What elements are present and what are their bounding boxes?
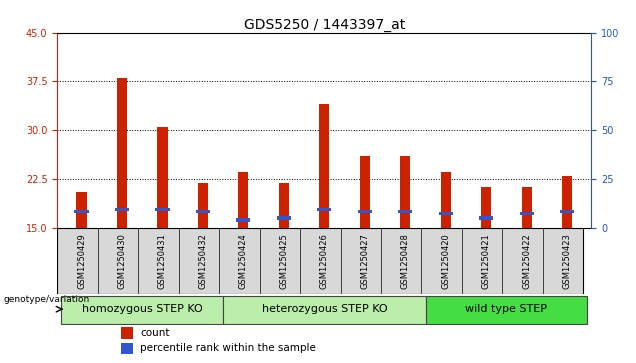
Bar [115, 208, 129, 211]
Text: homozygous STEP KO: homozygous STEP KO [82, 304, 203, 314]
Bar [522, 187, 532, 228]
Text: GSM1250429: GSM1250429 [77, 233, 86, 289]
Bar [360, 156, 370, 228]
Bar [439, 212, 453, 215]
Text: GSM1250426: GSM1250426 [320, 233, 329, 289]
Bar [198, 183, 208, 228]
Text: GSM1250430: GSM1250430 [118, 233, 127, 289]
Bar [121, 327, 133, 339]
Bar [74, 209, 88, 213]
Text: GSM1250428: GSM1250428 [401, 233, 410, 289]
Bar [398, 209, 412, 213]
Bar [357, 209, 372, 213]
Bar [319, 104, 329, 228]
Text: GSM1250432: GSM1250432 [198, 233, 207, 289]
Text: count: count [140, 328, 170, 338]
Text: GSM1250425: GSM1250425 [279, 233, 288, 289]
Text: GSM1250424: GSM1250424 [239, 233, 248, 289]
Title: GDS5250 / 1443397_at: GDS5250 / 1443397_at [244, 18, 405, 32]
Text: wild type STEP: wild type STEP [466, 304, 548, 314]
Bar [158, 127, 167, 228]
Bar [317, 208, 331, 211]
Bar [117, 78, 127, 228]
Bar [562, 176, 572, 228]
Bar [560, 209, 574, 213]
Bar [196, 209, 210, 213]
Text: GSM1250427: GSM1250427 [361, 233, 370, 289]
Bar [479, 216, 494, 220]
Bar [238, 172, 249, 228]
Bar [277, 216, 291, 220]
Bar [237, 218, 251, 222]
Bar [400, 156, 410, 228]
Bar [121, 343, 133, 354]
Bar [155, 208, 170, 211]
Text: heterozygous STEP KO: heterozygous STEP KO [261, 304, 387, 314]
Bar [61, 296, 223, 323]
Bar [279, 183, 289, 228]
Text: GSM1250423: GSM1250423 [563, 233, 572, 289]
Text: GSM1250431: GSM1250431 [158, 233, 167, 289]
Text: genotype/variation: genotype/variation [3, 295, 90, 304]
Bar [76, 192, 86, 228]
Text: GSM1250420: GSM1250420 [441, 233, 450, 289]
Bar [223, 296, 425, 323]
Bar [441, 172, 451, 228]
Text: GSM1250422: GSM1250422 [522, 233, 531, 289]
Bar [520, 212, 534, 215]
Text: GSM1250421: GSM1250421 [481, 233, 491, 289]
Bar [425, 296, 588, 323]
Bar [481, 187, 492, 228]
Text: percentile rank within the sample: percentile rank within the sample [140, 343, 316, 354]
